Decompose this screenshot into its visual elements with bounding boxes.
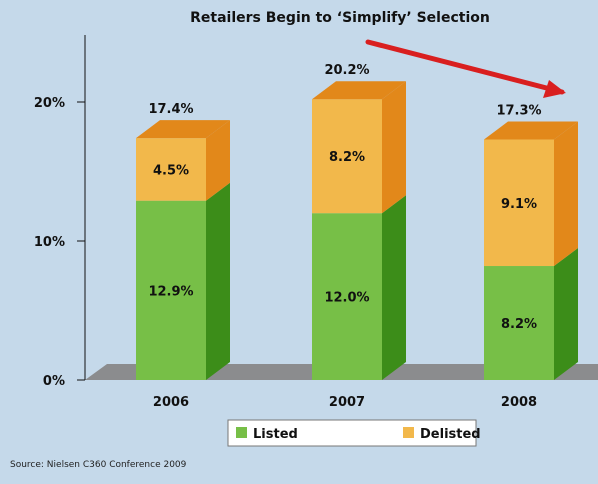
- legend-label-listed: Listed: [253, 427, 298, 442]
- bar-top-cap: [136, 120, 230, 139]
- legend-box: [227, 419, 477, 447]
- chart-title: Retailers Begin to ‘Simplify’ Selection: [190, 10, 490, 26]
- data-label-listed: 8.2%: [501, 317, 537, 332]
- trend-arrow-head: [543, 80, 566, 98]
- bar-listed-side: [554, 248, 578, 380]
- bar-listed-front: [484, 266, 554, 380]
- bar-listed-side: [206, 182, 230, 380]
- legend-swatch-delisted: [403, 427, 414, 438]
- data-label-total: 20.2%: [324, 63, 369, 78]
- data-label-delisted: 8.2%: [329, 150, 365, 165]
- y-tick-label: 0%: [43, 374, 65, 389]
- legend-swatch-listed: [236, 427, 247, 438]
- data-label-delisted: 4.5%: [153, 163, 189, 178]
- bar-delisted-side: [382, 81, 406, 214]
- data-label-total: 17.4%: [148, 102, 193, 117]
- x-tick-label: 2007: [329, 395, 365, 410]
- bar-top-cap: [312, 81, 406, 100]
- bar-listed-side: [382, 195, 406, 380]
- data-label-listed: 12.0%: [324, 291, 369, 306]
- bar-delisted-side: [554, 121, 578, 267]
- legend-label-delisted: Delisted: [420, 427, 481, 442]
- bar-delisted-front: [136, 138, 206, 201]
- data-label-listed: 12.9%: [148, 284, 193, 299]
- bar-listed-front: [136, 200, 206, 380]
- bar-listed-front: [312, 213, 382, 380]
- data-label-total: 17.3%: [496, 104, 541, 119]
- y-tick-label: 10%: [34, 235, 65, 250]
- source-note: Source: Nielsen C360 Conference 2009: [10, 460, 187, 470]
- data-label-delisted: 9.1%: [501, 197, 537, 212]
- bar-top-cap: [484, 121, 578, 140]
- trend-arrow: [365, 39, 565, 95]
- bar-delisted-side: [206, 120, 230, 201]
- bar-delisted-front: [484, 139, 554, 267]
- y-tick-label: 20%: [34, 96, 65, 111]
- x-tick-label: 2008: [501, 395, 537, 410]
- x-tick-label: 2006: [153, 395, 189, 410]
- bar-delisted-front: [312, 99, 382, 214]
